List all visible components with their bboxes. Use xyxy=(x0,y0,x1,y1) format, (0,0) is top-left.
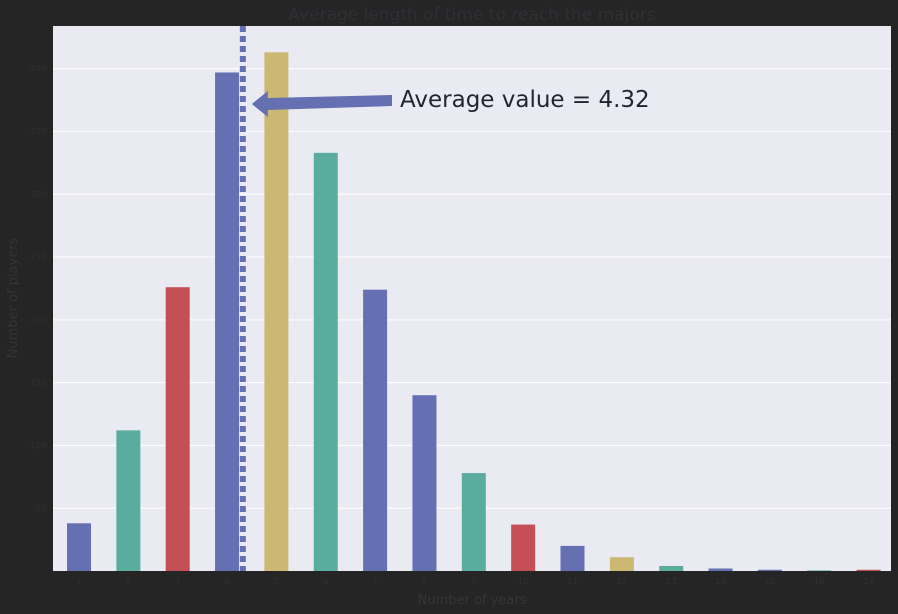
bar xyxy=(708,568,733,571)
bar xyxy=(807,570,832,571)
x-tick-label: 11 xyxy=(567,577,578,587)
chart-title: Average length of time to reach the majo… xyxy=(288,5,655,25)
y-tick-label: 400 xyxy=(30,65,47,75)
y-tick-label: 250 xyxy=(30,253,47,263)
x-tick-label: 6 xyxy=(323,577,329,587)
bar xyxy=(313,152,338,572)
x-tick-label: 9 xyxy=(471,577,477,587)
y-tick-label: 300 xyxy=(30,190,47,200)
x-tick-label: 3 xyxy=(175,577,181,587)
y-tick-label: 50 xyxy=(36,504,48,514)
x-tick-label: 16 xyxy=(814,577,826,587)
annotation: Average value = 4.32 xyxy=(251,87,650,117)
bar xyxy=(67,523,91,571)
y-tick-label: 150 xyxy=(30,379,47,389)
y-tick-label: 350 xyxy=(30,127,47,137)
gridlines xyxy=(53,68,891,509)
bar xyxy=(264,52,289,571)
annotation-arrow xyxy=(251,91,392,117)
x-tick-label: 8 xyxy=(422,577,428,587)
x-tick-label: 14 xyxy=(715,577,727,587)
bar xyxy=(363,289,388,571)
y-tick-labels: 50 100 150 200 250 300 350 400 xyxy=(30,65,47,515)
x-tick-label: 13 xyxy=(665,577,676,587)
y-axis-label: Number of players xyxy=(6,237,21,358)
x-tick-label: 15 xyxy=(764,577,775,587)
bar xyxy=(215,72,240,571)
bar xyxy=(461,473,486,571)
annotation-text: Average value = 4.32 xyxy=(400,87,650,113)
bar xyxy=(511,524,536,571)
y-tick-label: 100 xyxy=(30,441,47,451)
bars xyxy=(67,52,881,572)
x-tick-label: 5 xyxy=(274,577,280,587)
x-axis-label: Number of years xyxy=(418,593,527,608)
bar xyxy=(165,287,190,571)
bar xyxy=(659,565,684,571)
x-tick-label: 1 xyxy=(76,577,82,587)
bar xyxy=(116,430,141,571)
bar xyxy=(856,569,881,571)
x-tick-labels: 1 2 3 4 5 6 7 8 9 10 11 12 13 14 15 16 17 xyxy=(76,577,874,587)
x-tick-label: 17 xyxy=(863,577,874,587)
bar xyxy=(757,569,782,571)
y-tick-label: 200 xyxy=(30,316,47,326)
x-tick-label: 7 xyxy=(372,577,378,587)
x-tick-label: 4 xyxy=(224,577,230,587)
x-tick-label: 10 xyxy=(517,577,529,587)
x-tick-label: 12 xyxy=(616,577,627,587)
bar xyxy=(560,545,585,571)
x-tick-label: 2 xyxy=(125,577,131,587)
bar xyxy=(609,557,634,571)
bar xyxy=(412,395,437,571)
